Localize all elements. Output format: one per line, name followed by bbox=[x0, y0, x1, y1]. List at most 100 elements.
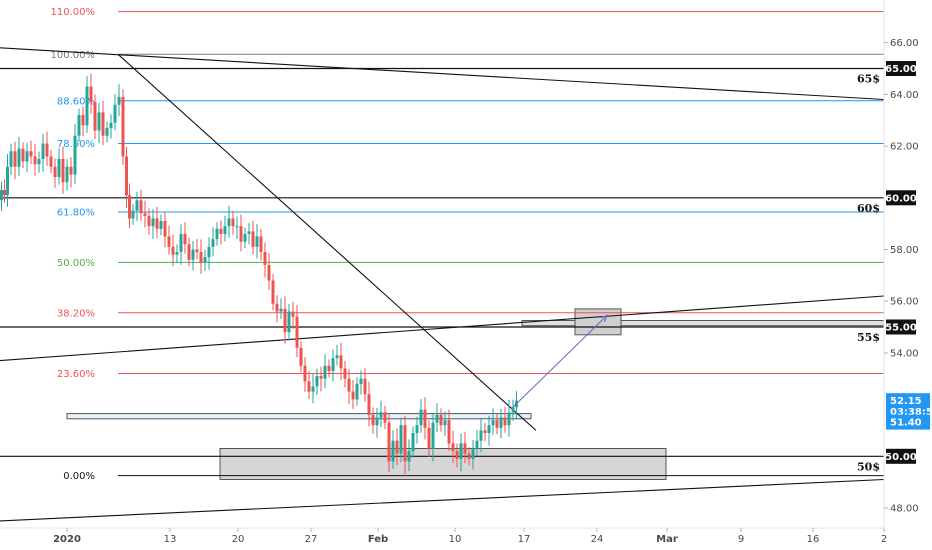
candle-body bbox=[167, 236, 171, 247]
candle-body bbox=[419, 409, 423, 426]
candle-body bbox=[3, 190, 6, 196]
candles bbox=[0, 73, 518, 475]
time-tick-label: 9 bbox=[738, 534, 744, 545]
candle-body bbox=[455, 451, 459, 459]
candle-body bbox=[33, 156, 37, 165]
candle-body bbox=[121, 96, 125, 157]
candle-body bbox=[117, 96, 121, 105]
candle-body bbox=[319, 376, 323, 379]
candle-body bbox=[179, 233, 183, 252]
fib-label: 38.20% bbox=[57, 308, 95, 319]
candle-body bbox=[143, 213, 147, 216]
fib-label: 23.60% bbox=[57, 369, 95, 380]
candle-body bbox=[495, 420, 499, 428]
candle-body bbox=[147, 215, 151, 227]
price-badge-text: 50.00 bbox=[885, 452, 917, 463]
price-tick-label: 62.00 bbox=[890, 142, 919, 153]
candle-body bbox=[41, 143, 45, 159]
live-price-badge-text: 51.40 bbox=[890, 418, 922, 429]
candle-body bbox=[271, 280, 275, 304]
time-tick-label: Feb bbox=[368, 534, 388, 545]
candle-body bbox=[81, 115, 85, 126]
candle-body bbox=[315, 376, 319, 387]
key-level-note: 55$ bbox=[857, 331, 880, 344]
candle-body bbox=[331, 358, 335, 371]
candle-body bbox=[287, 311, 291, 333]
candle-body bbox=[395, 440, 399, 454]
candle-body bbox=[283, 308, 287, 333]
candle-body bbox=[291, 311, 295, 317]
candle-body bbox=[427, 427, 431, 449]
trendline bbox=[0, 295, 885, 362]
price-tick-label: 64.00 bbox=[890, 90, 919, 101]
candle-body bbox=[187, 244, 191, 260]
candle-body bbox=[9, 151, 13, 167]
candle-body bbox=[371, 414, 375, 426]
candle-body bbox=[275, 303, 279, 312]
time-tick-label: 17 bbox=[518, 534, 531, 545]
candle-body bbox=[29, 151, 33, 157]
candle-body bbox=[483, 430, 487, 433]
key-levels[interactable]: 65$ 60$ 55$ 50$ bbox=[0, 67, 884, 474]
candle-body bbox=[359, 378, 363, 384]
live-price-badge-bg bbox=[886, 414, 930, 430]
candle-body bbox=[415, 425, 419, 433]
price-tick-label: 56.00 bbox=[890, 297, 919, 308]
candle-body bbox=[25, 151, 29, 162]
candle-body bbox=[335, 355, 339, 358]
candle-body bbox=[279, 308, 283, 312]
price-tick-label: 66.00 bbox=[890, 38, 919, 49]
candle-body bbox=[311, 386, 315, 392]
candle-body bbox=[97, 112, 101, 131]
candle-body bbox=[155, 218, 159, 229]
candle-body bbox=[175, 252, 179, 255]
candle-body bbox=[263, 252, 267, 265]
candle-body bbox=[215, 228, 219, 240]
candle-body bbox=[53, 166, 57, 177]
candle-body bbox=[13, 151, 17, 167]
candle-body bbox=[431, 422, 435, 449]
time-axis[interactable]: 2020 13 20 27 Feb 10 17 24 Mar 9 16 2 bbox=[53, 528, 887, 545]
fib-label: 0.00% bbox=[63, 471, 95, 482]
candle-body bbox=[89, 86, 93, 103]
candle-body bbox=[191, 249, 195, 260]
time-tick-label: 20 bbox=[232, 534, 245, 545]
candle-body bbox=[49, 156, 53, 167]
price-badge-text: 65.00 bbox=[885, 64, 917, 75]
trendline bbox=[0, 47, 885, 101]
zone-rect bbox=[219, 448, 667, 480]
candle-body bbox=[479, 430, 483, 441]
candle-body bbox=[207, 246, 211, 258]
candle-body bbox=[45, 143, 49, 157]
candle-body bbox=[379, 412, 383, 418]
time-tick-label: 16 bbox=[807, 534, 820, 545]
candle-body bbox=[323, 365, 327, 379]
candle-body bbox=[411, 433, 415, 452]
candle-body bbox=[351, 391, 355, 400]
candle-body bbox=[491, 420, 495, 426]
time-tick-label: 2 bbox=[881, 534, 887, 545]
projection-arrow[interactable] bbox=[512, 314, 608, 408]
price-badge-bg bbox=[886, 448, 916, 464]
candle-body bbox=[347, 378, 351, 392]
candle-body bbox=[105, 128, 109, 136]
candle-body bbox=[223, 226, 227, 234]
candle-body bbox=[247, 231, 251, 234]
trendlines[interactable] bbox=[0, 47, 885, 522]
candle-body bbox=[203, 257, 207, 263]
key-level-note: 50$ bbox=[857, 460, 880, 473]
candle-body bbox=[259, 236, 263, 252]
candle-body bbox=[391, 440, 395, 462]
price-axis[interactable]: 66.00 64.00 62.00 58.00 56.00 54.00 48.00 bbox=[884, 38, 919, 515]
candle-body bbox=[109, 122, 113, 128]
key-level-note: 65$ bbox=[857, 73, 880, 86]
candle-body bbox=[299, 347, 303, 366]
candle-body bbox=[507, 412, 511, 426]
price-badge-bg bbox=[886, 190, 916, 206]
candle-body bbox=[487, 425, 491, 433]
live-price-badge-text: 52.15 bbox=[890, 396, 922, 407]
candle-body bbox=[267, 265, 271, 281]
time-tick-label: 2020 bbox=[53, 534, 81, 545]
